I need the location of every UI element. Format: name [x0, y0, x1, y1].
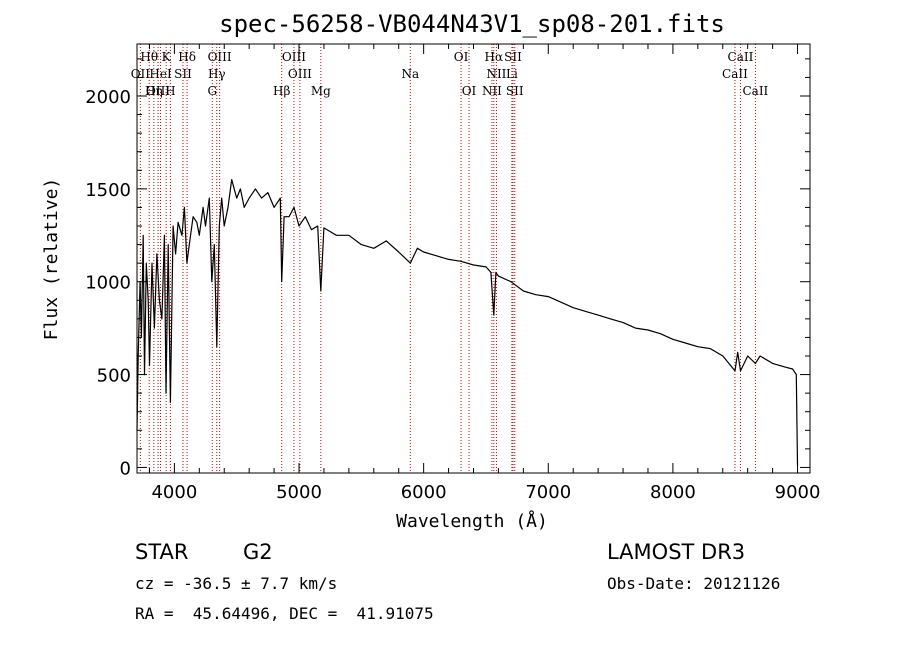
marker-label-2: Hδ [178, 50, 196, 64]
x-tick-label-8000: 8000 [650, 482, 696, 503]
y-tick-label-1000: 1000 [85, 273, 131, 294]
marker-label-13: OIII [288, 67, 312, 81]
x-axis: 4000 5000 6000 7000 8000 9000 [148, 44, 821, 503]
x-tick-label-5000: 5000 [276, 482, 322, 503]
y-tick-label-1500: 1500 [85, 180, 131, 201]
marker-label-26: SII [506, 84, 524, 98]
marker-label-27: CaII [742, 84, 768, 98]
x-tick-label-7000: 7000 [525, 482, 571, 503]
marker-label-6: Hα [485, 50, 504, 64]
chart-title: spec-56258-VB044N43V1_sp08-201.fits [219, 10, 725, 38]
marker-label-3: OIII [208, 50, 232, 64]
x-tick-label-6000: 6000 [401, 482, 447, 503]
marker-label-17: CaII [722, 67, 748, 81]
marker-label-23: Mg [311, 84, 331, 98]
marker-label-10: HeI [149, 67, 172, 81]
marker-label-16: Li [506, 67, 518, 81]
x-tick-label-9000: 9000 [775, 482, 821, 503]
marker-label-18: OIII [146, 84, 170, 98]
y-tick-label-500: 500 [97, 366, 131, 387]
y-axis-label: Flux (relative) [41, 178, 62, 341]
marker-label-19: Hη [145, 84, 163, 98]
marker-label-22: Hβ [273, 84, 290, 98]
marker-label-20: H [165, 84, 175, 98]
y-axis: 0 500 1000 1500 2000 [85, 58, 810, 479]
marker-label-11: SII [174, 67, 192, 81]
survey-name: LAMOST DR3 [607, 540, 746, 564]
line-markers [139, 44, 756, 473]
marker-label-15: NII [486, 67, 506, 81]
redshift-velocity: cz = -36.5 ± 7.7 km/s [135, 574, 338, 593]
obs-date: Obs-Date: 20121126 [607, 574, 781, 593]
marker-label-1: K [162, 50, 172, 64]
marker-label-24: OI [462, 84, 477, 98]
marker-label-25: NII [482, 84, 502, 98]
marker-label-9: OII [131, 67, 151, 81]
marker-label-12: Hγ [208, 67, 226, 81]
marker-label-21: G [207, 84, 217, 98]
spectrum-line [136, 179, 799, 466]
object-class: STAR [135, 540, 189, 564]
marker-label-7: SII [504, 50, 522, 64]
x-axis-label: Wavelength (Å) [396, 510, 548, 532]
marker-label-4: OIII [282, 50, 306, 64]
marker-label-14: Na [401, 67, 419, 81]
object-subclass: G2 [243, 540, 273, 564]
marker-label-5: OI [454, 50, 469, 64]
plot-frame [136, 43, 811, 474]
y-tick-label-2000: 2000 [85, 87, 131, 108]
x-tick-label-4000: 4000 [151, 482, 197, 503]
coordinates: RA = 45.64496, DEC = 41.91075 [135, 604, 434, 623]
marker-label-8: CaII [728, 50, 754, 64]
spectrum-series [136, 179, 799, 466]
y-tick-label-0: 0 [120, 458, 131, 479]
marker-label-0: Hθ [140, 50, 158, 64]
